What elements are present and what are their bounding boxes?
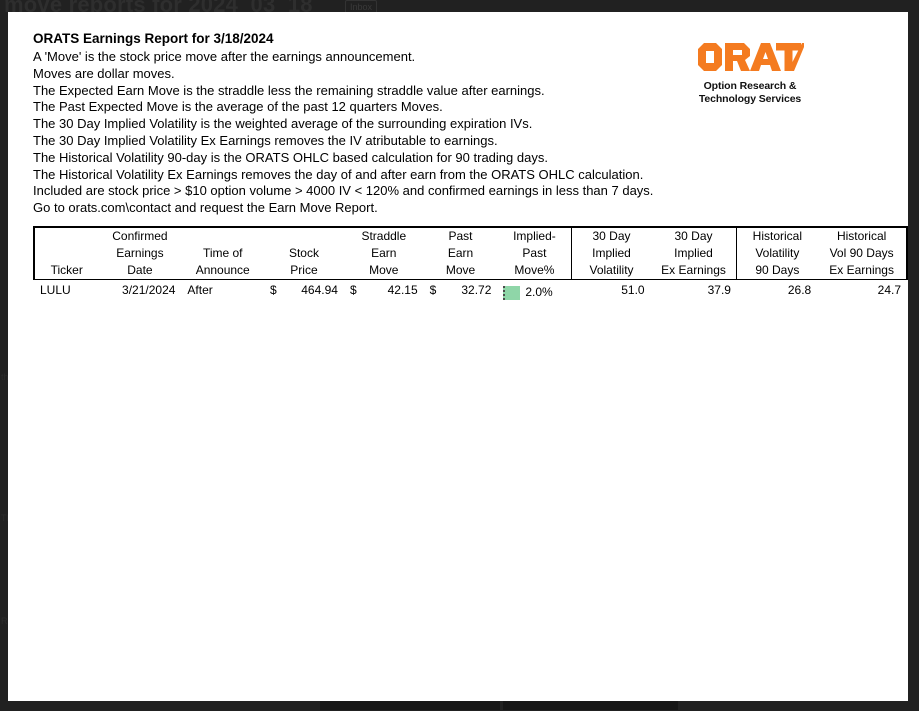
cell-past-earn-move: $ 32.72 — [424, 280, 498, 301]
header-implied-past-line2: Past — [522, 246, 547, 260]
description-line: The Historical Volatility 90-day is the … — [33, 149, 548, 165]
header-ticker-line1 — [32, 226, 99, 245]
header-straddle-move-line3: Move — [343, 262, 424, 280]
header-earnings-date-line1: Confirmed — [98, 226, 182, 245]
header-stock-price-line1 — [264, 226, 344, 245]
table-row[interactable]: LULU 3/21/2024 After $ 464.94 $ 42.15 — [34, 280, 907, 301]
orats-wordmark-icon — [698, 43, 804, 71]
header-iv30-ex-line1: 30 Day — [650, 226, 737, 245]
cell-straddle-earn-move: $ 42.15 — [344, 280, 424, 301]
header-stock-price-line3: Price — [264, 262, 344, 280]
backdrop-bottom-toolbar — [0, 699, 919, 711]
description-line: The Expected Earn Move is the straddle l… — [33, 82, 545, 98]
header-announce-line3: Announce — [181, 262, 265, 280]
cell-implied-past-move-pct: 2.0% — [497, 280, 572, 300]
description-line: Go to orats.com\contact and request the … — [33, 200, 378, 216]
cell-iv30: 51.0 — [621, 283, 645, 297]
header-implied-past-line1: Implied- — [497, 226, 572, 245]
cell-time-of-announce: After — [187, 283, 213, 297]
header-hv90-ex-line2: Vol 90 Days — [817, 245, 908, 262]
header-ticker-line3: Ticker — [32, 262, 99, 280]
cell-earnings-date: 3/21/2024 — [122, 283, 176, 297]
header-hv90-ex-line1: Historical — [817, 226, 908, 245]
description-line: The Historical Volatility Ex Earnings re… — [33, 166, 644, 182]
header-hv90-ex-line3: Ex Earnings — [817, 262, 908, 280]
past-earn-move-value: 32.72 — [461, 283, 492, 297]
header-iv30-line3: Volatility — [571, 262, 651, 280]
header-announce-line1 — [181, 226, 265, 245]
table-header-row-2: Earnings Time of Stock Earn Earn Past Im… — [32, 245, 908, 262]
description-line: Included are stock price > $10 option vo… — [33, 183, 654, 199]
header-iv30-line1: 30 Day — [571, 226, 651, 245]
stock-price-value: 464.94 — [301, 283, 338, 297]
cell-stock-price: $ 464.94 — [264, 280, 344, 301]
header-iv30-ex-line2: Implied — [674, 246, 713, 260]
logo-tagline-line2: Technology Services — [698, 92, 802, 105]
logo-tagline-line1: Option Research & — [703, 80, 797, 92]
currency-symbol: $ — [349, 283, 357, 297]
header-past-move-line1: Past — [423, 226, 498, 245]
header-earnings-date-line2: Earnings — [116, 246, 164, 260]
cell-hv90-ex-earnings: 24.7 — [877, 283, 901, 297]
header-earnings-date-line3: Date — [98, 262, 182, 280]
header-past-move-line3: Move — [423, 262, 498, 280]
description-line: Moves are dollar moves. — [33, 65, 175, 81]
description-line: The 30 Day Implied Volatility is the wei… — [33, 116, 533, 132]
header-past-move-line2: Earn — [447, 246, 474, 260]
header-implied-past-line3: Move% — [497, 262, 572, 280]
straddle-earn-move-value: 42.15 — [387, 283, 418, 297]
header-hv90-line3: 90 Days — [736, 262, 818, 280]
table-header: Confirmed Straddle Past Implied- 30 Day … — [32, 226, 908, 280]
header-announce-line2: Time of — [202, 246, 243, 260]
header-ticker-line2 — [32, 245, 99, 262]
cell-hv90: 26.8 — [787, 283, 812, 297]
table-header-row-3: Ticker Date Announce Price Move Move Mov… — [32, 262, 908, 280]
table-body: LULU 3/21/2024 After $ 464.94 $ 42.15 — [34, 280, 907, 301]
header-straddle-move-line2: Earn — [371, 246, 397, 260]
implied-past-move-pct-value: 2.0% — [525, 285, 553, 299]
earnings-table: Confirmed Straddle Past Implied- 30 Day … — [32, 226, 908, 301]
backdrop-sliver-line-3: Re — [1, 616, 13, 626]
header-hv90-line2: Volatility — [736, 245, 818, 262]
backdrop-sliver-line-1: th — [1, 372, 9, 382]
orats-logo: Option Research & Technology Services — [680, 42, 820, 105]
backdrop-toolbar-chunk-left — [320, 700, 500, 710]
currency-symbol: $ — [429, 283, 437, 297]
table-header-row-1: Confirmed Straddle Past Implied- 30 Day … — [32, 226, 908, 245]
description-line: The 30 Day Implied Volatility Ex Earning… — [33, 132, 498, 148]
header-iv30-line2: Implied — [571, 245, 651, 262]
backdrop-sliver-line-2: TI — [1, 513, 9, 523]
description-line: A 'Move' is the stock price move after t… — [33, 49, 416, 64]
cell-ticker: LULU — [40, 283, 71, 297]
logo-tagline: Option Research & Technology Services — [680, 80, 820, 105]
header-straddle-move-line1: Straddle — [343, 226, 424, 245]
page-title: ORATS Earnings Report for 3/18/2024 — [33, 31, 274, 46]
data-bar-fill — [503, 286, 521, 300]
backdrop-toolbar-chunk-right — [503, 700, 678, 710]
data-bar-container: 2.0% — [503, 285, 566, 300]
header-stock-price-line2: Stock — [288, 246, 319, 260]
report-header-block: ORATS Earnings Report for 3/18/2024 A 'M… — [33, 30, 663, 217]
report-page: ORATS Earnings Report for 3/18/2024 A 'M… — [8, 12, 908, 701]
currency-symbol: $ — [270, 283, 277, 297]
header-iv30-ex-line3: Ex Earnings — [650, 262, 737, 280]
description-line: The Past Expected Move is the average of… — [33, 99, 443, 115]
cell-iv30-ex-earnings: 37.9 — [707, 283, 731, 297]
header-hv90-line1: Historical — [736, 226, 818, 245]
